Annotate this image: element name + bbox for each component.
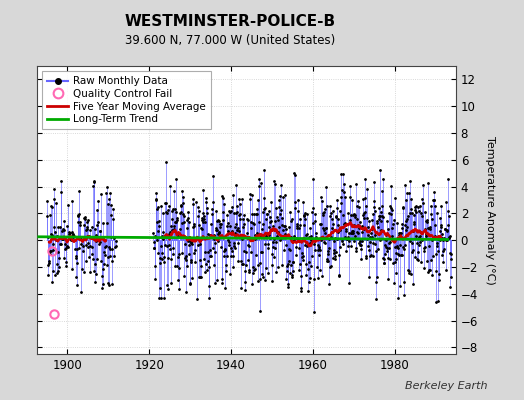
Text: WESTMINSTER-POLICE-B: WESTMINSTER-POLICE-B <box>125 14 336 29</box>
Text: Berkeley Earth: Berkeley Earth <box>405 381 487 391</box>
Text: 39.600 N, 77.000 W (United States): 39.600 N, 77.000 W (United States) <box>125 34 336 47</box>
Legend: Raw Monthly Data, Quality Control Fail, Five Year Moving Average, Long-Term Tren: Raw Monthly Data, Quality Control Fail, … <box>42 71 211 130</box>
Y-axis label: Temperature Anomaly (°C): Temperature Anomaly (°C) <box>485 136 495 284</box>
